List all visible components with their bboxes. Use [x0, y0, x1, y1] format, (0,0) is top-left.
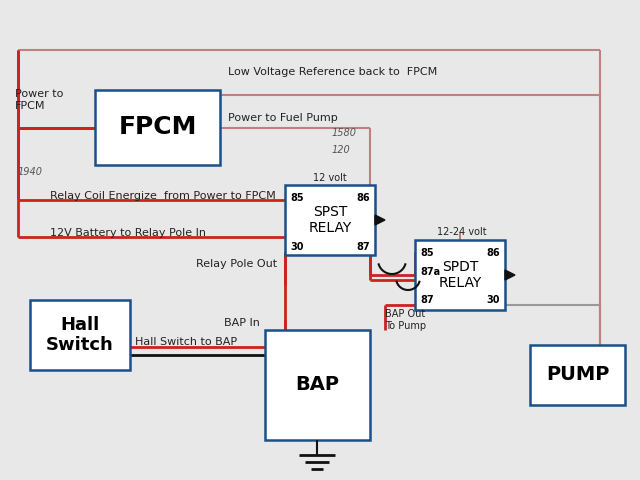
Bar: [285, 185, 375, 255]
Text: 1580: 1580: [332, 128, 357, 138]
Text: BAP Out
To Pump: BAP Out To Pump: [385, 309, 426, 331]
Text: 86: 86: [356, 193, 370, 203]
Text: BAP In: BAP In: [224, 318, 260, 328]
Text: SPST
RELAY: SPST RELAY: [308, 205, 351, 235]
Text: Hall Switch to BAP: Hall Switch to BAP: [135, 337, 237, 347]
Text: 30: 30: [290, 242, 303, 252]
Bar: [30, 300, 130, 370]
Text: FPCM: FPCM: [118, 116, 196, 140]
Polygon shape: [505, 270, 515, 280]
Text: 86: 86: [486, 248, 500, 258]
Bar: [95, 90, 220, 165]
Text: 30: 30: [486, 295, 500, 305]
Text: Relay Pole Out: Relay Pole Out: [196, 259, 277, 269]
Polygon shape: [375, 215, 385, 225]
Text: 87a: 87a: [420, 267, 440, 277]
Text: 12 volt: 12 volt: [313, 173, 347, 183]
Text: Relay Coil Energize  from Power to FPCM: Relay Coil Energize from Power to FPCM: [50, 191, 276, 201]
Text: Power to Fuel Pump: Power to Fuel Pump: [228, 113, 338, 123]
Text: PUMP: PUMP: [546, 365, 609, 384]
Text: 120: 120: [332, 145, 351, 155]
Bar: [265, 330, 370, 440]
Text: Power to
FPCM: Power to FPCM: [15, 89, 63, 111]
Text: 87: 87: [420, 295, 434, 305]
Bar: [415, 240, 505, 310]
Text: 12-24 volt: 12-24 volt: [437, 227, 487, 237]
Text: 85: 85: [420, 248, 434, 258]
Text: 85: 85: [290, 193, 303, 203]
Bar: [530, 345, 625, 405]
Text: Hall
Switch: Hall Switch: [46, 316, 114, 354]
Text: Low Voltage Reference back to  FPCM: Low Voltage Reference back to FPCM: [228, 67, 437, 77]
Text: 87: 87: [356, 242, 370, 252]
Text: 12V Battery to Relay Pole In: 12V Battery to Relay Pole In: [50, 228, 206, 238]
Text: SPDT
RELAY: SPDT RELAY: [438, 260, 482, 290]
Text: BAP: BAP: [296, 375, 339, 395]
Text: 1940: 1940: [18, 167, 43, 177]
